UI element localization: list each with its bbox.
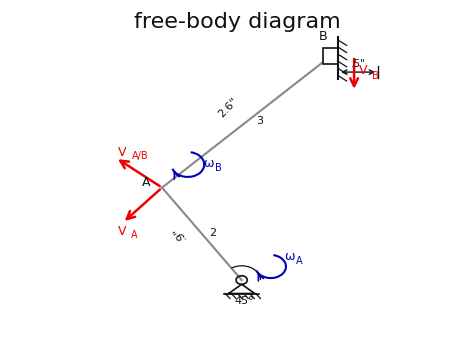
Bar [323,48,338,64]
Text: 2: 2 [209,227,216,238]
Text: A/B: A/B [132,152,149,161]
Text: ω: ω [203,157,213,170]
Text: V: V [359,64,367,77]
Text: B: B [372,71,379,81]
Text: A: A [142,176,151,189]
Text: .5": .5" [351,60,365,69]
Text: .9": .9" [171,223,188,243]
Text: ω: ω [284,250,294,263]
Text: free-body diagram: free-body diagram [134,12,340,32]
Text: 3: 3 [256,116,263,126]
Text: A: A [296,256,302,266]
Text: V: V [118,146,127,159]
Text: A: A [131,230,137,240]
Text: 2.6": 2.6" [217,96,240,119]
Text: 45°: 45° [235,296,254,306]
Text: B: B [215,163,221,173]
Text: B: B [319,30,328,43]
Text: V: V [118,225,127,238]
